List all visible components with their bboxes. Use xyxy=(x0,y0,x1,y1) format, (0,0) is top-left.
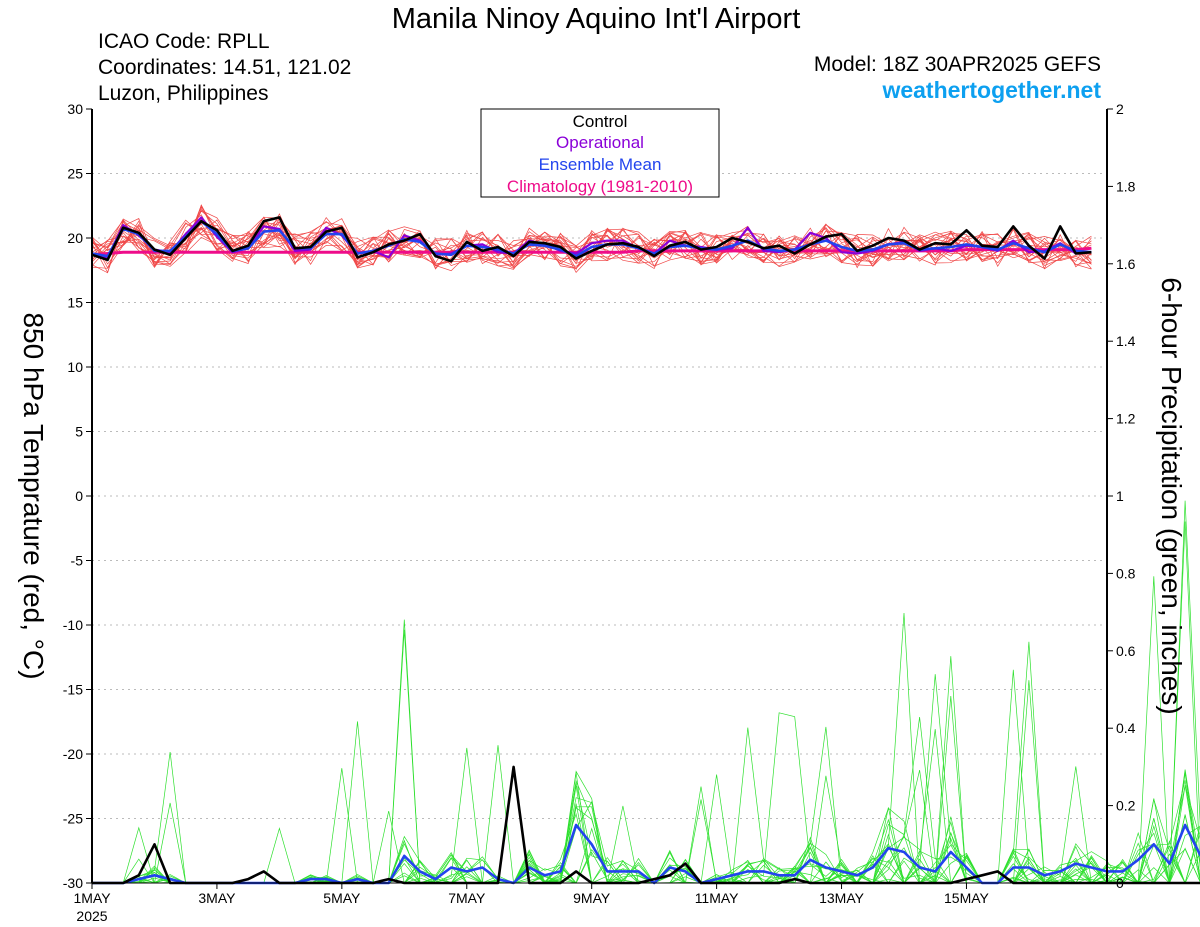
x-tick-label: 1MAY xyxy=(73,890,111,906)
y2-tick-label: 1.2 xyxy=(1116,411,1136,427)
y-tick-label: -10 xyxy=(63,617,83,633)
x-tick-label: 9MAY xyxy=(573,890,611,906)
header: Manila Ninoy Aquino Int'l Airport ICAO C… xyxy=(98,3,1101,105)
plot-frame xyxy=(91,109,1108,884)
precip-member-line xyxy=(92,576,1200,884)
y2-tick-label: 0.2 xyxy=(1116,798,1136,814)
y-axis-title: 850 hPa Temprature (red, °C) xyxy=(18,312,49,679)
y2-tick-label: 0.4 xyxy=(1116,720,1136,736)
y2-axis-title: 6-hour Precipitation (green, inches) xyxy=(1156,277,1187,714)
icao-code: ICAO Code: RPLL xyxy=(98,30,270,53)
region: Luzon, Philippines xyxy=(98,82,268,105)
precip-member-line xyxy=(92,751,1200,884)
coordinates: Coordinates: 14.51, 121.02 xyxy=(98,56,351,79)
precip-member-line xyxy=(92,629,1200,885)
precip-member-line xyxy=(92,695,1200,884)
precip-member-line xyxy=(92,775,1200,884)
precip-member-line xyxy=(92,820,1200,884)
ensemble-members xyxy=(91,204,1200,885)
precip-member-line xyxy=(92,674,1200,884)
y-tick-label: -15 xyxy=(63,682,83,698)
legend-operational: Operational xyxy=(556,133,644,152)
y-tick-label: 0 xyxy=(75,488,83,504)
legend-climatology: Climatology (1981-2010) xyxy=(507,177,693,196)
y2-tick-label: 1.8 xyxy=(1116,178,1136,194)
y-tick-label: 25 xyxy=(67,166,83,182)
temp-member-line xyxy=(91,210,1092,268)
x-tick-label: 13MAY xyxy=(819,890,865,906)
y2-tick-label: 1.4 xyxy=(1116,333,1136,349)
precip-member-line xyxy=(92,641,1200,884)
legend: Control Operational Ensemble Mean Climat… xyxy=(480,108,720,198)
x-tick-year: 2025 xyxy=(76,908,107,924)
y-tick-label: 15 xyxy=(67,295,83,311)
temp-member-line xyxy=(91,206,1092,269)
control-precip-line xyxy=(92,765,1200,885)
precip-member-line xyxy=(92,803,1200,884)
precip-member-line xyxy=(92,747,1200,884)
precip-member-line xyxy=(92,680,1200,885)
control-temp-line xyxy=(91,216,1092,263)
y-tick-label: 30 xyxy=(67,101,83,117)
x-tick-label: 7MAY xyxy=(448,890,486,906)
temp-member-line xyxy=(91,216,1092,274)
x-tick-label: 15MAY xyxy=(944,890,990,906)
y2-tick-label: 0.6 xyxy=(1116,643,1136,659)
x-tick-label: 3MAY xyxy=(198,890,236,906)
legend-ensemble-mean: Ensemble Mean xyxy=(539,155,662,174)
y-tick-label: -5 xyxy=(71,553,84,569)
y-tick-label: 10 xyxy=(67,359,83,375)
chart-title: Manila Ninoy Aquino Int'l Airport xyxy=(392,3,801,35)
precip-member-line xyxy=(92,785,1200,884)
y2-tick-label: 2 xyxy=(1116,101,1124,117)
y2-tick-label: 0.8 xyxy=(1116,565,1136,581)
right-axis: 2 1.8 1.6 1.4 1.2 1 0.8 0.6 0.4 0.2 0 xyxy=(1107,101,1136,891)
ensemble-mean-precip-line xyxy=(92,823,1200,885)
precip-member-line xyxy=(92,521,1200,884)
y-tick-label: -25 xyxy=(63,811,83,827)
temp-member-line xyxy=(91,220,1092,270)
precip-member-line xyxy=(92,824,1200,884)
y-tick-label: 20 xyxy=(67,230,83,246)
series xyxy=(91,216,1200,885)
y2-tick-label: 0 xyxy=(1116,875,1124,891)
model-run: Model: 18Z 30APR2025 GEFS xyxy=(814,53,1101,76)
precip-member-line xyxy=(92,717,1200,884)
x-tick-label: 5MAY xyxy=(323,890,361,906)
y-tick-label: -30 xyxy=(63,875,83,891)
y2-tick-label: 1 xyxy=(1116,488,1124,504)
precip-member-line xyxy=(92,785,1200,884)
y-tick-label: -20 xyxy=(63,746,83,762)
grid xyxy=(92,173,1107,819)
x-axis: 1MAY 2025 3MAY 5MAY 7MAY 9MAY 11MAY 13MAY 15MAY xyxy=(73,883,990,924)
precip-member-line xyxy=(92,500,1200,884)
site-link[interactable]: weathertogether.net xyxy=(881,77,1101,103)
precip-member-line xyxy=(92,771,1200,884)
ensemble-mean-temp-line xyxy=(91,219,1092,258)
x-tick-label: 11MAY xyxy=(695,890,739,906)
legend-control: Control xyxy=(573,112,628,131)
y2-tick-label: 1.6 xyxy=(1116,256,1136,272)
legend-box xyxy=(480,108,720,198)
y-tick-label: 5 xyxy=(75,424,83,440)
left-axis: 30 25 20 15 10 5 0 -5 -10 -15 -20 -25 -30 xyxy=(63,101,92,891)
